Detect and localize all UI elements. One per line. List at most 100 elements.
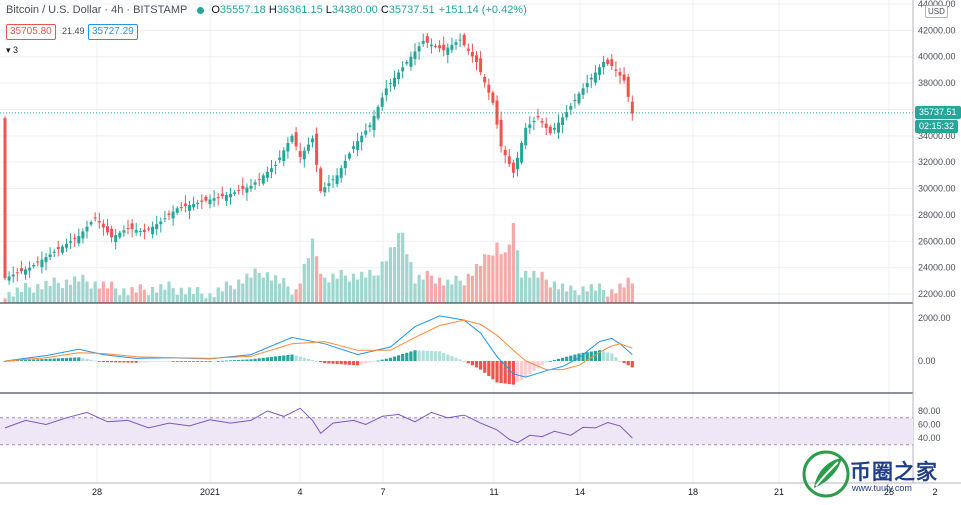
candle-body xyxy=(347,153,351,159)
macd-histogram-bar xyxy=(187,361,192,362)
volume-bar xyxy=(3,298,7,303)
y-tick-label: 26000.00 xyxy=(918,236,956,246)
macd-line xyxy=(4,315,633,378)
candle-body xyxy=(151,226,155,235)
macd-histogram-bar xyxy=(429,350,433,361)
candle-body xyxy=(196,202,200,204)
candle-body xyxy=(352,146,355,149)
volume-bar xyxy=(499,254,503,303)
candle-body xyxy=(110,228,114,238)
candle-body xyxy=(261,175,265,184)
candle-body xyxy=(470,51,474,57)
macd-histogram-bar xyxy=(397,355,401,361)
market-status-icon xyxy=(197,6,205,14)
volume-bar xyxy=(585,291,589,303)
macd-histogram-bar xyxy=(610,353,614,361)
macd-histogram-bar xyxy=(417,350,421,361)
candle-body xyxy=(19,268,23,272)
macd-histogram-bar xyxy=(438,351,442,361)
volume-bar xyxy=(565,291,569,303)
candle-body xyxy=(462,34,466,46)
volume-bar xyxy=(306,258,310,303)
y-tick-label: 34000.00 xyxy=(918,131,956,141)
volume-bar xyxy=(323,277,327,303)
candle-body xyxy=(622,74,626,81)
candle-body xyxy=(454,42,458,45)
macd-histogram-bar xyxy=(114,361,118,363)
chart-legend: Bitcoin / U.S. Dollar · 4h · BITSTAMP O3… xyxy=(6,4,527,16)
candle-body xyxy=(548,126,552,134)
candle-body xyxy=(417,46,421,52)
macd-histogram-bar xyxy=(347,361,351,365)
macd-histogram-bar xyxy=(401,354,405,361)
volume-bar xyxy=(257,273,261,303)
macd-histogram-bar xyxy=(265,357,269,361)
candle-body xyxy=(290,135,294,142)
candle-body xyxy=(618,71,622,76)
candle-body xyxy=(171,211,175,219)
candle-body xyxy=(60,246,64,253)
candle-body xyxy=(372,116,376,131)
candle-body xyxy=(405,62,409,64)
macd-tick-label: 2000.00 xyxy=(918,313,951,323)
macd-histogram-bar xyxy=(110,361,114,363)
volume-bar xyxy=(294,289,298,303)
volume-bar xyxy=(544,279,548,303)
volume-bar xyxy=(347,281,351,303)
macd-histogram-bar xyxy=(585,352,589,361)
macd-histogram-bar xyxy=(97,361,101,362)
candle-body xyxy=(167,213,171,215)
volume-bar xyxy=(417,274,421,303)
symbol-title[interactable]: Bitcoin / U.S. Dollar · 4h · BITSTAMP xyxy=(6,4,188,16)
volume-bar xyxy=(163,289,167,303)
candle-body xyxy=(487,84,491,93)
candle-body xyxy=(483,76,487,83)
candle-body xyxy=(499,119,503,147)
candle-body xyxy=(77,236,81,244)
volume-bar xyxy=(622,287,626,303)
volume-bar xyxy=(196,287,200,303)
candle-body xyxy=(368,125,372,127)
macd-histogram-bar xyxy=(60,358,64,361)
volume-bar xyxy=(253,268,257,303)
volume-bar xyxy=(130,287,134,303)
macd-histogram-bar xyxy=(544,361,548,363)
volume-bar xyxy=(7,291,11,303)
macd-histogram-bar xyxy=(630,361,634,368)
volume-bar xyxy=(200,293,204,303)
volume-bar xyxy=(511,223,515,303)
macd-histogram-bar xyxy=(388,357,392,361)
volume-bar xyxy=(409,262,413,303)
candle-body xyxy=(155,224,159,230)
bid-price-button[interactable]: 35705.80 xyxy=(6,24,56,40)
volume-bar xyxy=(470,275,474,303)
spread-value: 21.49 xyxy=(62,26,85,36)
macd-histogram-bar xyxy=(351,361,356,366)
candle-body xyxy=(425,36,429,43)
currency-label[interactable]: USD xyxy=(925,5,948,18)
candle-body xyxy=(589,77,593,80)
indicators-toggle-button[interactable]: ▾ 3 xyxy=(6,45,19,55)
macd-histogram-bar xyxy=(278,355,282,361)
macd-histogram-bar xyxy=(327,361,331,364)
volume-bar xyxy=(216,287,220,303)
candle-body xyxy=(56,247,60,250)
candle-body xyxy=(438,45,442,49)
volume-bar xyxy=(466,273,470,303)
volume-bar xyxy=(552,281,556,303)
candle-body xyxy=(388,83,392,85)
macd-histogram-bar xyxy=(208,361,212,362)
macd-histogram-bar xyxy=(339,361,343,365)
volume-bar xyxy=(626,277,630,303)
macd-histogram-bar xyxy=(376,360,380,362)
ask-price-button[interactable]: 35727.29 xyxy=(88,24,138,40)
macd-histogram-bar xyxy=(561,357,565,361)
volume-bar xyxy=(269,280,274,303)
candle-body xyxy=(69,241,73,243)
candle-body xyxy=(11,274,15,277)
volume-bar xyxy=(175,294,179,303)
rsi-tick-label: 80.00 xyxy=(918,406,941,416)
volume-bar xyxy=(597,283,602,303)
